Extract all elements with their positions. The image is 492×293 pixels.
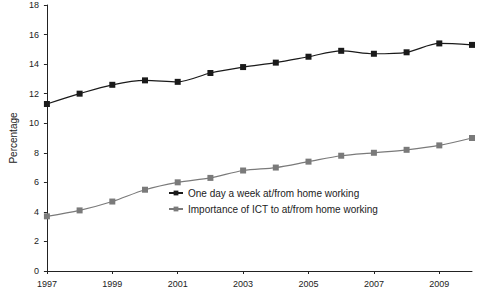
svg-text:Importance of ICT to at/from h: Importance of ICT to at/from home workin… — [188, 204, 378, 215]
svg-text:2007: 2007 — [364, 279, 384, 289]
svg-text:0: 0 — [34, 266, 39, 276]
svg-text:2009: 2009 — [429, 279, 449, 289]
svg-text:8: 8 — [34, 148, 39, 158]
svg-text:2001: 2001 — [168, 279, 188, 289]
svg-text:16: 16 — [29, 30, 39, 40]
svg-text:18: 18 — [29, 0, 39, 10]
svg-text:12: 12 — [29, 89, 39, 99]
svg-text:2003: 2003 — [233, 279, 253, 289]
svg-text:2005: 2005 — [298, 279, 318, 289]
svg-text:2: 2 — [34, 236, 39, 246]
svg-text:Percentage: Percentage — [8, 112, 19, 164]
svg-text:1999: 1999 — [102, 279, 122, 289]
svg-text:1997: 1997 — [37, 279, 57, 289]
svg-text:14: 14 — [29, 59, 39, 69]
svg-text:6: 6 — [34, 177, 39, 187]
svg-text:One day a week at/from home wo: One day a week at/from home working — [188, 188, 359, 199]
svg-text:10: 10 — [29, 118, 39, 128]
svg-text:4: 4 — [34, 207, 39, 217]
